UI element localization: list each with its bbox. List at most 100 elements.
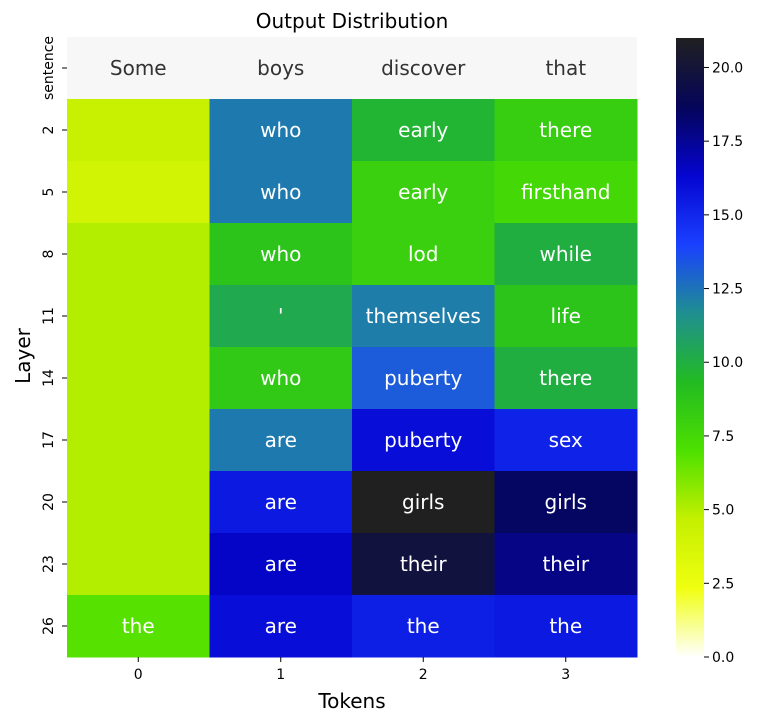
cell-label: who [260, 118, 301, 142]
cell-label: who [260, 180, 301, 204]
heatmap-cell [67, 595, 210, 658]
heatmap-cells: who early there who early firsthand who lod whil… [67, 99, 638, 658]
y-axis-ticks: sentence 2 5 8 11 14 17 20 23 26 [41, 36, 67, 635]
heatmap-cell [494, 223, 638, 286]
cell-label: are [265, 490, 297, 514]
sentence-token: that [545, 56, 586, 80]
heatmap-cell [209, 285, 353, 348]
y-tick-label: 8 [41, 250, 57, 259]
colorbar-tick-label: 20.0 [712, 60, 743, 76]
heatmap-cell [209, 347, 353, 410]
sentence-token: discover [381, 56, 466, 80]
colorbar-tick-label: 0.0 [712, 650, 734, 666]
sentence-token: Some [110, 56, 167, 80]
chart-title: Output Distribution [256, 9, 449, 33]
cell-label: are [265, 428, 297, 452]
cell-label: girls [402, 490, 444, 514]
heatmap-cell [209, 99, 353, 162]
colorbar-tick-label: 17.5 [712, 134, 743, 150]
x-tick-label: 2 [419, 667, 428, 683]
heatmap-cell [494, 471, 638, 534]
cell-label: sex [549, 428, 583, 452]
heatmap-cell [494, 595, 638, 658]
y-tick-label: 17 [41, 431, 57, 449]
y-tick-label: 5 [41, 188, 57, 197]
heatmap-cell [67, 347, 210, 410]
cell-label: puberty [384, 366, 462, 390]
cell-label: the [407, 614, 440, 638]
cell-label: their [400, 552, 447, 576]
cell-label: while [540, 242, 592, 266]
heatmap-cell [67, 99, 210, 162]
x-tick-label: 0 [134, 667, 143, 683]
cell-label: the [549, 614, 582, 638]
cell-label: ' [278, 304, 284, 328]
heatmap-cell [352, 347, 495, 410]
cell-label: life [551, 304, 581, 328]
heatmap-cell [67, 533, 210, 596]
heatmap-cell [209, 409, 353, 472]
heatmap-cell [352, 471, 495, 534]
heatmap-cell [494, 409, 638, 472]
cell-label: there [539, 118, 592, 142]
y-tick-label: 2 [41, 126, 57, 135]
x-tick-label: 3 [561, 667, 570, 683]
sentence-row: Some boys discover that [67, 37, 637, 99]
colorbar-tick-label: 5.0 [712, 503, 734, 519]
heatmap-cell [209, 471, 353, 534]
y-tick-label: 11 [41, 307, 57, 325]
heatmap-cell [352, 161, 495, 224]
colorbar-tick-label: 10.0 [712, 355, 743, 371]
cell-label: there [539, 366, 592, 390]
cell-label: early [398, 118, 448, 142]
cell-label: who [260, 242, 301, 266]
x-axis-label: Tokens [317, 689, 385, 713]
heatmap-cell [67, 409, 210, 472]
cell-label: are [265, 552, 297, 576]
colorbar-tick-label: 7.5 [712, 429, 734, 445]
heatmap-cell [67, 285, 210, 348]
colorbar-tick-label: 12.5 [712, 282, 743, 298]
y-tick-label: 14 [41, 369, 57, 387]
y-tick-label: 20 [41, 493, 57, 511]
x-tick-label: 1 [276, 667, 285, 683]
colorbar-ticks: 0.0 2.5 5.0 7.5 10.0 12.5 15.0 17.5 20.0 [704, 60, 743, 666]
cell-label: firsthand [521, 180, 610, 204]
heatmap-cell [209, 533, 353, 596]
heatmap-cell [209, 161, 353, 224]
heatmap-cell [209, 595, 353, 658]
heatmap-cell [352, 409, 495, 472]
colorbar-tick-label: 2.5 [712, 576, 734, 592]
heatmap-cell [352, 99, 495, 162]
y-tick-label: sentence [41, 36, 57, 100]
heatmap-cell [67, 161, 210, 224]
heatmap-cell [352, 223, 495, 286]
cell-label: themselves [366, 304, 481, 328]
heatmap-cell [209, 223, 353, 286]
cell-label: the [122, 614, 155, 638]
cell-label: early [398, 180, 448, 204]
heatmap-cell [494, 161, 638, 224]
cell-label: puberty [384, 428, 462, 452]
sentence-row-bg [67, 37, 637, 99]
heatmap-cell [352, 533, 495, 596]
x-axis-ticks: 0 1 2 3 [134, 657, 570, 683]
cell-label: their [542, 552, 589, 576]
cell-label: lod [408, 242, 439, 266]
cell-label: who [260, 366, 301, 390]
cell-label: girls [545, 490, 587, 514]
heatmap-cell [67, 223, 210, 286]
y-tick-label: 23 [41, 555, 57, 573]
heatmap-cell [494, 285, 638, 348]
heatmap-cell [494, 99, 638, 162]
colorbar-tick-label: 15.0 [712, 208, 743, 224]
cell-label: are [265, 614, 297, 638]
y-tick-label: 26 [41, 617, 57, 635]
colorbar [676, 38, 704, 657]
heatmap-cell [494, 347, 638, 410]
sentence-token: boys [257, 56, 304, 80]
heatmap-cell [494, 533, 638, 596]
heatmap-cell [67, 471, 210, 534]
y-axis-label: Layer [11, 327, 35, 384]
